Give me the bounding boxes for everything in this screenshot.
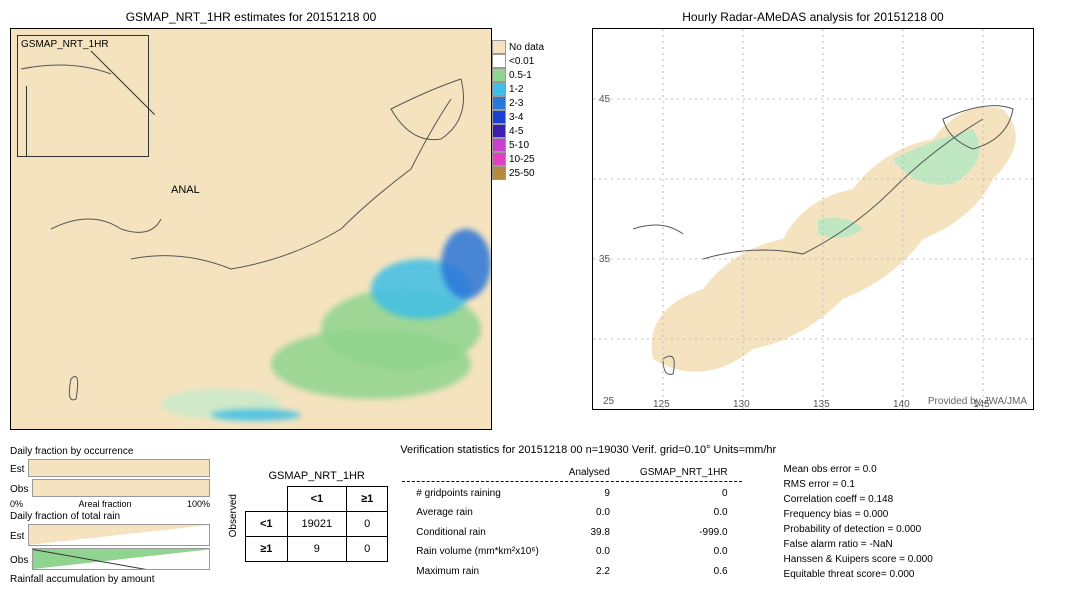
- est-occurrence-bar: [28, 459, 210, 477]
- lat-tick: 45: [599, 94, 610, 105]
- left-map-frame: GSMAP_NRT_1HR ANAL: [10, 28, 492, 430]
- vh-analysed: Analysed: [555, 464, 624, 482]
- verification-title: Verification statistics for 20151218 00 …: [400, 444, 1070, 456]
- est-totalrain-tri: [28, 524, 210, 546]
- legend-item: No data: [492, 40, 552, 54]
- metric-line: False alarm ratio = -NaN: [784, 537, 933, 552]
- right-map-title: Hourly Radar-AMeDAS analysis for 2015121…: [592, 10, 1034, 24]
- legend-item: 4-5: [492, 124, 552, 138]
- legend-item: <0.01: [492, 54, 552, 68]
- legend-item: 0.5-1: [492, 68, 552, 82]
- est-label: Est: [10, 464, 24, 475]
- cell-11: 0: [347, 536, 388, 561]
- contingency-title: GSMAP_NRT_1HR: [245, 470, 388, 482]
- verification-panel: Verification statistics for 20151218 00 …: [400, 444, 1070, 587]
- est-label2: Est: [10, 531, 24, 542]
- lon-tick: 140: [893, 399, 910, 410]
- metric-line: Probability of detection = 0.000: [784, 522, 933, 537]
- right-map-panel: Hourly Radar-AMeDAS analysis for 2015121…: [592, 10, 1034, 430]
- legend-item: 10-25: [492, 152, 552, 166]
- ver-row-label: # gridpoints raining: [402, 484, 552, 502]
- precip-blob: [441, 229, 491, 299]
- axis-mid: Areal fraction: [78, 499, 131, 509]
- ver-row-label: Conditional rain: [402, 523, 552, 541]
- lon-tick: 145: [973, 399, 990, 410]
- cell-10: 9: [287, 536, 347, 561]
- fraction-panel: Daily fraction by occurrence Est Obs 0% …: [10, 444, 210, 587]
- left-map-title: GSMAP_NRT_1HR estimates for 20151218 00: [10, 10, 492, 24]
- obs-label: Obs: [10, 484, 28, 495]
- precip-blob: [211, 409, 301, 421]
- row-lt1: <1: [246, 511, 288, 536]
- col-lt1: <1: [287, 486, 347, 511]
- vh-gsmap: GSMAP_NRT_1HR: [626, 464, 742, 482]
- ver-row-label: Rain volume (mm*km²x10⁶): [402, 543, 552, 561]
- obs-totalrain-tri: [32, 548, 210, 570]
- legend-item: 25-50: [492, 166, 552, 180]
- right-coverage: [593, 29, 1033, 409]
- legend-item: 3-4: [492, 110, 552, 124]
- precip-blob: [271, 329, 471, 399]
- obs-label2: Obs: [10, 555, 28, 566]
- occurrence-title: Daily fraction by occurrence: [10, 446, 210, 457]
- accum-title: Rainfall accumulation by amount: [10, 574, 210, 585]
- obs-occurrence-bar: [32, 479, 210, 497]
- lat-tick: 25: [603, 396, 614, 407]
- legend-item: 5-10: [492, 138, 552, 152]
- lon-tick: 125: [653, 399, 670, 410]
- metric-line: Mean obs error = 0.0: [784, 462, 933, 477]
- lon-tick: 130: [733, 399, 750, 410]
- lat-tick: 35: [599, 254, 610, 265]
- right-map-frame: Provided by JWA/JMA 25 35 45 125 130 135…: [592, 28, 1034, 410]
- legend-item: 1-2: [492, 82, 552, 96]
- metric-line: Hanssen & Kuipers score = 0.000: [784, 552, 933, 567]
- metric-line: Equitable threat score= 0.000: [784, 567, 933, 582]
- contingency-table: <1≥1 <1 19021 0 ≥1 9 0: [245, 486, 388, 562]
- legend-item: 2-3: [492, 96, 552, 110]
- metric-line: Frequency bias = 0.000: [784, 507, 933, 522]
- cell-00: 19021: [287, 511, 347, 536]
- axis-left: 0%: [10, 499, 23, 509]
- row-ge1: ≥1: [246, 536, 288, 561]
- observed-side-label: Observed: [228, 494, 239, 537]
- left-map-panel: GSMAP_NRT_1HR estimates for 20151218 00 …: [10, 10, 492, 430]
- contingency-panel: Observed GSMAP_NRT_1HR <1≥1 <1 19021 0 ≥…: [222, 444, 388, 587]
- verification-table: AnalysedGSMAP_NRT_1HR # gridpoints raini…: [400, 462, 743, 582]
- lon-tick: 135: [813, 399, 830, 410]
- metric-line: Correlation coeff = 0.148: [784, 492, 933, 507]
- ver-row-label: Average rain: [402, 504, 552, 522]
- metrics-list: Mean obs error = 0.0RMS error = 0.1Corre…: [784, 462, 933, 582]
- ver-row-label: Maximum rain: [402, 562, 552, 580]
- col-ge1: ≥1: [347, 486, 388, 511]
- totalrain-title: Daily fraction of total rain: [10, 511, 210, 522]
- color-legend: No data<0.010.5-11-22-33-44-55-1010-2525…: [492, 40, 552, 180]
- axis-right: 100%: [187, 499, 210, 509]
- cell-01: 0: [347, 511, 388, 536]
- metric-line: RMS error = 0.1: [784, 477, 933, 492]
